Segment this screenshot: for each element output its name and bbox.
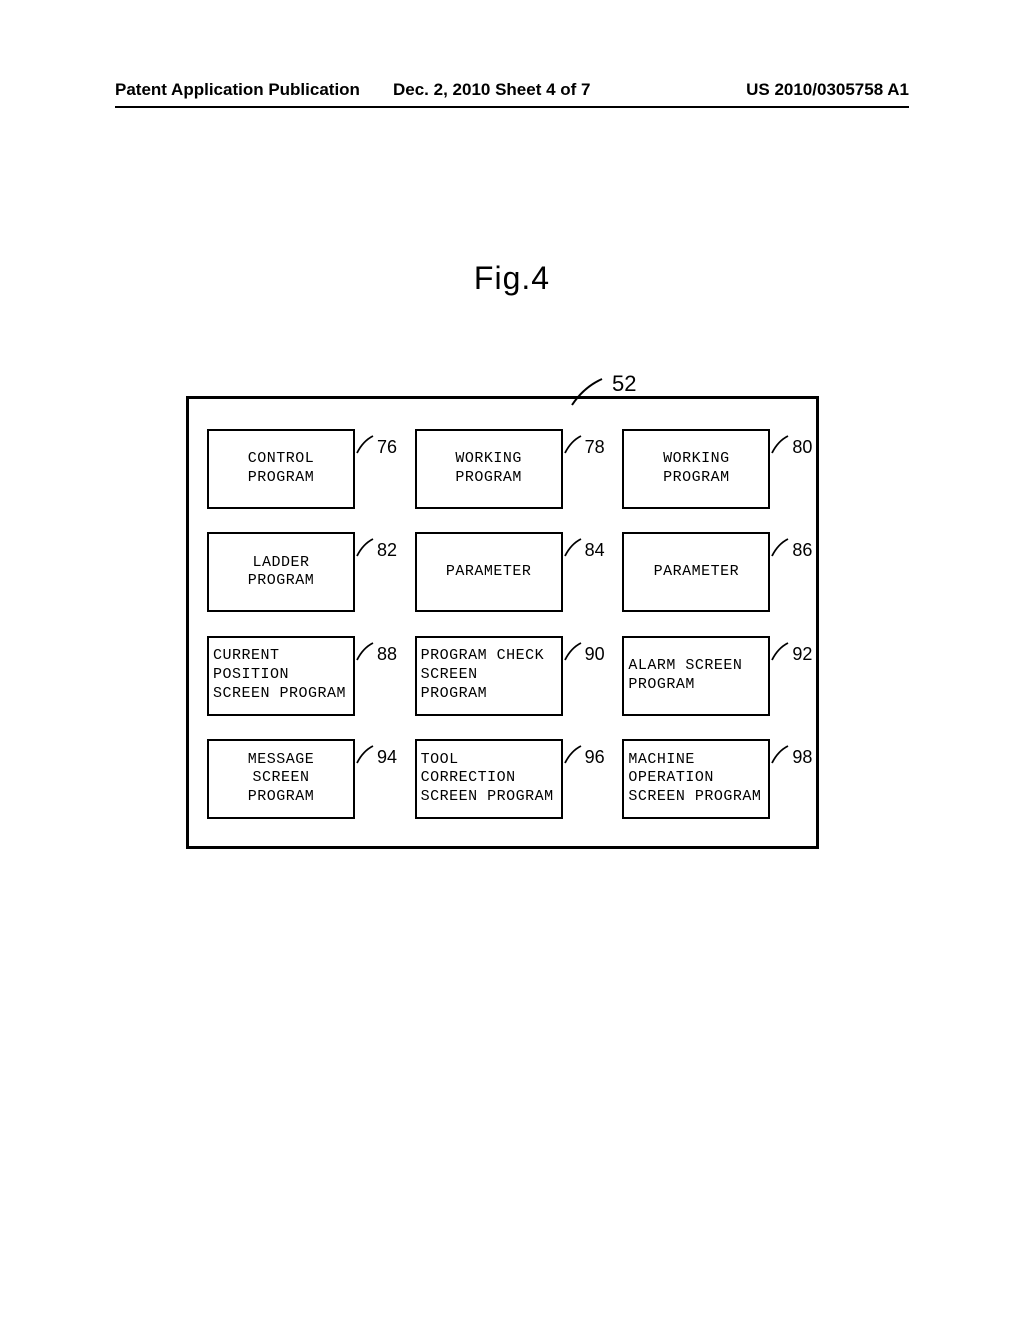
leader-line-icon	[770, 536, 790, 558]
reference-number: 80	[792, 437, 812, 458]
box-text-line: WORKING	[663, 450, 730, 469]
box-wrapper: CURRENTPOSITIONSCREEN PROGRAM88	[207, 636, 383, 725]
box-text-line: PROGRAM CHECK	[421, 647, 545, 666]
box-text-line: CORRECTION	[421, 769, 516, 788]
box-text-line: WORKING	[455, 450, 522, 469]
header-left: Patent Application Publication	[115, 80, 373, 100]
program-box: WORKINGPROGRAM	[622, 429, 770, 509]
header-center: Dec. 2, 2010 Sheet 4 of 7	[373, 80, 651, 100]
program-box: LADDERPROGRAM	[207, 532, 355, 612]
box-text-line: SCREEN PROGRAM	[213, 685, 346, 704]
reference-wrapper: 98	[770, 743, 812, 768]
program-box: PROGRAM CHECKSCREENPROGRAM	[415, 636, 563, 716]
header-divider	[115, 106, 909, 108]
leader-line-icon	[355, 433, 375, 455]
reference-wrapper: 90	[563, 640, 605, 665]
box-wrapper: TOOLCORRECTIONSCREEN PROGRAM96	[415, 739, 591, 828]
box-text-line: SCREEN	[252, 769, 309, 788]
box-text-line: SCREEN PROGRAM	[628, 788, 761, 807]
leader-line-icon	[770, 640, 790, 662]
box-wrapper: PARAMETER86	[622, 532, 798, 621]
reference-wrapper: 92	[770, 640, 812, 665]
header-right: US 2010/0305758 A1	[651, 80, 909, 100]
box-text-line: TOOL	[421, 751, 459, 770]
box-text-line: SCREEN	[421, 666, 478, 685]
reference-number: 52	[612, 371, 636, 397]
leader-line-icon	[355, 640, 375, 662]
box-wrapper: WORKINGPROGRAM78	[415, 429, 591, 518]
reference-wrapper: 96	[563, 743, 605, 768]
box-text-line: CONTROL	[248, 450, 315, 469]
reference-number: 84	[585, 540, 605, 561]
box-text-line: OPERATION	[628, 769, 714, 788]
reference-number: 88	[377, 644, 397, 665]
box-wrapper: MESSAGESCREENPROGRAM94	[207, 739, 383, 828]
page-header: Patent Application Publication Dec. 2, 2…	[0, 80, 1024, 100]
box-text-line: SCREEN PROGRAM	[421, 788, 554, 807]
reference-number: 92	[792, 644, 812, 665]
reference-wrapper: 76	[355, 433, 397, 458]
reference-number: 90	[585, 644, 605, 665]
box-text-line: CURRENT	[213, 647, 280, 666]
box-wrapper: PARAMETER84	[415, 532, 591, 621]
reference-wrapper: 84	[563, 536, 605, 561]
leader-line-icon	[770, 433, 790, 455]
program-box: WORKINGPROGRAM	[415, 429, 563, 509]
leader-line-icon	[355, 536, 375, 558]
box-text-line: ALARM SCREEN	[628, 657, 742, 676]
program-box: PARAMETER	[415, 532, 563, 612]
box-text-line: PROGRAM	[663, 469, 730, 488]
box-wrapper: ALARM SCREENPROGRAM92	[622, 636, 798, 725]
reference-number: 96	[585, 747, 605, 768]
box-text-line: LADDER	[252, 554, 309, 573]
reference-wrapper: 94	[355, 743, 397, 768]
program-box: MACHINEOPERATIONSCREEN PROGRAM	[622, 739, 770, 819]
leader-line-icon	[563, 640, 583, 662]
reference-wrapper: 86	[770, 536, 812, 561]
reference-wrapper: 80	[770, 433, 812, 458]
box-wrapper: CONTROLPROGRAM76	[207, 429, 383, 518]
program-box: MESSAGESCREENPROGRAM	[207, 739, 355, 819]
reference-wrapper: 88	[355, 640, 397, 665]
leader-line-icon	[355, 743, 375, 765]
box-text-line: PROGRAM	[248, 469, 315, 488]
leader-line-icon	[563, 433, 583, 455]
reference-number: 78	[585, 437, 605, 458]
program-box: TOOLCORRECTIONSCREEN PROGRAM	[415, 739, 563, 819]
box-wrapper: MACHINEOPERATIONSCREEN PROGRAM98	[622, 739, 798, 828]
box-wrapper: LADDERPROGRAM82	[207, 532, 383, 621]
box-text-line: POSITION	[213, 666, 289, 685]
program-box: PARAMETER	[622, 532, 770, 612]
reference-wrapper: 78	[563, 433, 605, 458]
program-box: CURRENTPOSITIONSCREEN PROGRAM	[207, 636, 355, 716]
reference-number: 76	[377, 437, 397, 458]
reference-wrapper: 82	[355, 536, 397, 561]
box-text-line: PROGRAM	[421, 685, 488, 704]
box-text-line: PARAMETER	[446, 563, 532, 582]
diagram-container: CONTROLPROGRAM76WORKINGPROGRAM78WORKINGP…	[186, 396, 819, 849]
program-box: CONTROLPROGRAM	[207, 429, 355, 509]
reference-number: 94	[377, 747, 397, 768]
box-text-line: PARAMETER	[654, 563, 740, 582]
box-text-line: PROGRAM	[628, 676, 695, 695]
figure-title: Fig.4	[474, 260, 550, 297]
box-text-line: MACHINE	[628, 751, 695, 770]
box-text-line: MESSAGE	[248, 751, 315, 770]
box-text-line: PROGRAM	[248, 788, 315, 807]
reference-number: 86	[792, 540, 812, 561]
box-text-line: PROGRAM	[455, 469, 522, 488]
leader-line-icon	[770, 743, 790, 765]
box-wrapper: WORKINGPROGRAM80	[622, 429, 798, 518]
leader-line-icon	[563, 743, 583, 765]
box-wrapper: PROGRAM CHECKSCREENPROGRAM90	[415, 636, 591, 725]
reference-number: 82	[377, 540, 397, 561]
program-box: ALARM SCREENPROGRAM	[622, 636, 770, 716]
box-text-line: PROGRAM	[248, 572, 315, 591]
leader-line-icon	[563, 536, 583, 558]
reference-number: 98	[792, 747, 812, 768]
